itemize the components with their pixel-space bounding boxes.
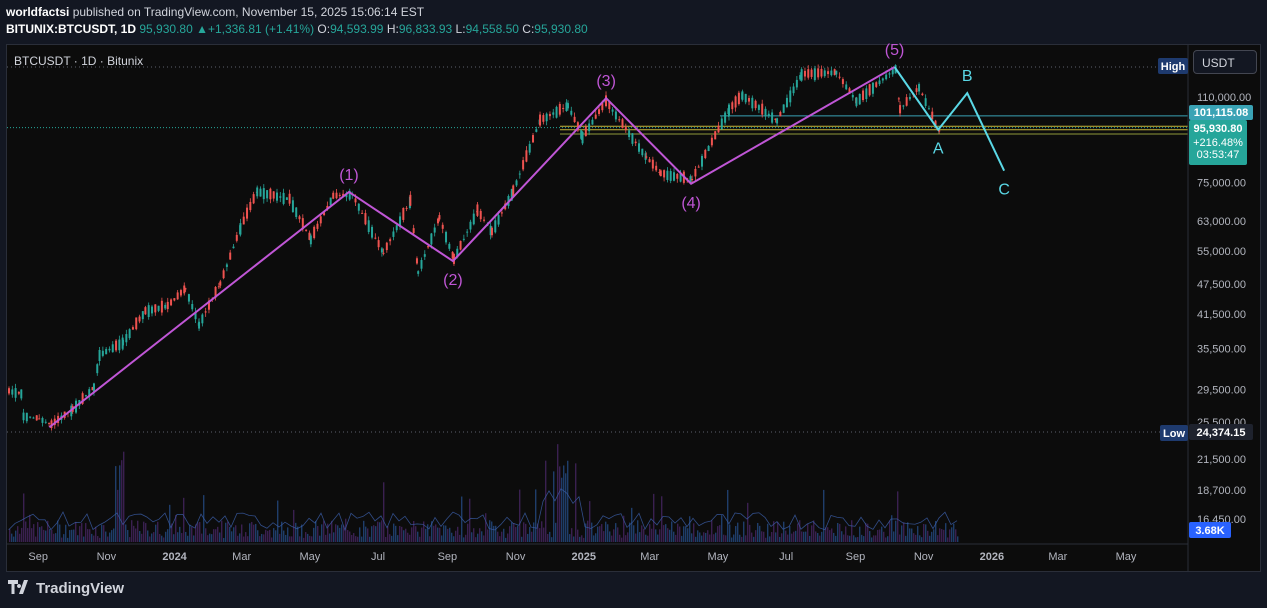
open-label: O: — [317, 22, 331, 36]
chart-legend[interactable]: BTCUSDT · 1D · Bitunix — [14, 54, 144, 68]
low-value: 94,558.50 — [465, 22, 519, 36]
tradingview-logo[interactable]: TradingView — [8, 580, 124, 597]
tradingview-logo-icon — [8, 580, 28, 594]
low-label: L: — [455, 22, 466, 36]
open-value: 94,593.99 — [330, 22, 384, 36]
currency-button[interactable]: USDT — [1193, 50, 1257, 74]
price-change: +1,336.81 (+1.41%) — [207, 22, 315, 36]
symbol-label[interactable]: BITUNIX:BTCUSDT, 1D — [6, 22, 137, 36]
close-value: 95,930.80 — [534, 22, 588, 36]
publish-info: worldfactsi published on TradingView.com… — [6, 5, 424, 19]
high-label: H: — [386, 22, 399, 36]
triangle-up-icon: ▲ — [196, 22, 208, 36]
author[interactable]: worldfactsi — [6, 5, 70, 19]
footer-brand: TradingView — [36, 580, 125, 597]
ohlc-bar: BITUNIX:BTCUSDT, 1D 95,930.80 ▲+1,336.81… — [6, 22, 588, 36]
chart-area[interactable] — [6, 44, 1261, 572]
close-label: C: — [522, 22, 535, 36]
publish-text: published on TradingView.com, November 1… — [72, 5, 425, 19]
last-price: 95,930.80 — [139, 22, 193, 36]
high-value: 96,833.93 — [398, 22, 453, 36]
